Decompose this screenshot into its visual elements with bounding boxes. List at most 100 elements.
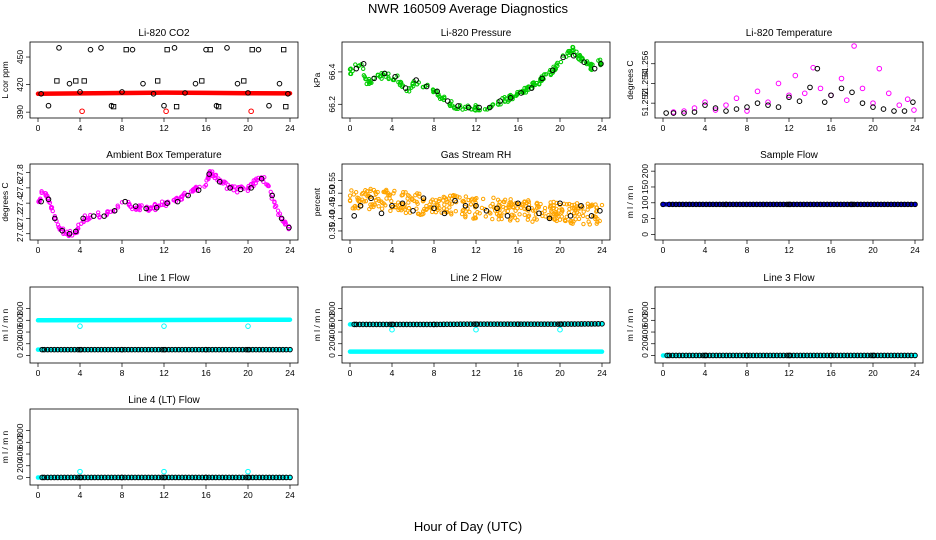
data-point bbox=[541, 321, 548, 327]
series-hourly-avg bbox=[660, 201, 918, 208]
data-point bbox=[796, 98, 803, 104]
data-point bbox=[48, 474, 54, 481]
data-point bbox=[710, 201, 716, 208]
data-point bbox=[770, 201, 777, 208]
data-point bbox=[598, 61, 604, 67]
data-point bbox=[581, 209, 586, 214]
data-point bbox=[462, 202, 469, 209]
data-point bbox=[182, 474, 189, 481]
data-point bbox=[878, 352, 884, 359]
data-point bbox=[363, 192, 368, 197]
data-point bbox=[353, 321, 360, 328]
data-point bbox=[505, 208, 511, 214]
data-point bbox=[98, 474, 105, 481]
x-tick-label: 4 bbox=[703, 123, 708, 133]
y-tick-label: 50 bbox=[640, 214, 650, 224]
data-point bbox=[386, 191, 391, 196]
series-line-flow-high bbox=[35, 317, 293, 323]
data-point bbox=[66, 230, 73, 237]
data-point bbox=[686, 201, 693, 208]
plot-frame bbox=[654, 286, 924, 364]
data-point bbox=[406, 200, 411, 205]
data-point bbox=[192, 474, 199, 481]
data-point bbox=[696, 352, 703, 359]
data-point bbox=[554, 62, 559, 67]
x-tick-label: 12 bbox=[159, 245, 169, 255]
data-point bbox=[804, 201, 810, 208]
data-point bbox=[179, 194, 185, 199]
data-point bbox=[373, 191, 379, 197]
data-point bbox=[353, 189, 359, 195]
y-tick-label: 800 bbox=[640, 301, 650, 315]
data-point bbox=[885, 90, 892, 97]
data-point bbox=[406, 206, 412, 211]
data-point bbox=[528, 321, 534, 327]
x-tick-label: 16 bbox=[513, 368, 523, 378]
y-tick-label: 200 bbox=[640, 336, 650, 350]
x-tick-label: 8 bbox=[745, 123, 750, 133]
y-tick-label: 450 bbox=[15, 50, 25, 64]
data-point bbox=[733, 201, 740, 208]
series-hourly-avg bbox=[351, 321, 605, 328]
data-point bbox=[216, 474, 222, 481]
data-point bbox=[831, 201, 837, 208]
x-tick-label: 4 bbox=[78, 368, 83, 378]
data-point bbox=[404, 88, 409, 94]
data-point bbox=[392, 188, 397, 194]
data-point bbox=[437, 321, 444, 328]
data-point bbox=[834, 201, 841, 208]
data-point bbox=[276, 80, 283, 87]
series-5-min-points bbox=[347, 186, 605, 227]
data-point bbox=[78, 221, 84, 226]
y-tick-label: 200 bbox=[640, 164, 650, 178]
data-point bbox=[468, 202, 474, 207]
data-point bbox=[351, 192, 357, 197]
x-tick-label: 20 bbox=[243, 245, 253, 255]
series-5-min-points bbox=[347, 44, 604, 113]
data-point bbox=[90, 213, 97, 219]
y-tick-label: 600 bbox=[15, 313, 25, 327]
y-tick-label: 400 bbox=[15, 447, 25, 461]
data-point bbox=[666, 352, 673, 359]
data-point bbox=[71, 346, 78, 353]
data-point bbox=[565, 321, 571, 327]
data-point bbox=[702, 102, 708, 108]
data-point bbox=[441, 210, 448, 217]
y-tick-label: 27.4 bbox=[15, 195, 25, 212]
data-point bbox=[368, 195, 374, 202]
data-point bbox=[453, 199, 459, 205]
data-point bbox=[494, 321, 501, 327]
data-point bbox=[530, 219, 535, 224]
data-point bbox=[101, 346, 108, 353]
data-point bbox=[207, 47, 213, 53]
data-point bbox=[402, 85, 409, 91]
data-point bbox=[95, 346, 101, 353]
x-tick-label: 8 bbox=[432, 368, 437, 378]
data-point bbox=[269, 474, 276, 481]
y-tick-label: 400 bbox=[15, 325, 25, 339]
data-point bbox=[570, 221, 575, 226]
data-point bbox=[209, 474, 216, 481]
data-point bbox=[594, 221, 599, 226]
data-point bbox=[549, 209, 554, 214]
panel-title: Li-820 Temperature bbox=[746, 28, 833, 39]
data-point bbox=[546, 215, 553, 222]
data-point bbox=[162, 474, 169, 481]
data-point bbox=[596, 58, 601, 63]
data-point bbox=[39, 189, 44, 194]
data-point bbox=[259, 474, 266, 481]
x-tick-label: 20 bbox=[243, 368, 253, 378]
data-point bbox=[352, 204, 357, 209]
data-point bbox=[797, 201, 804, 208]
data-point bbox=[561, 321, 568, 327]
data-point bbox=[378, 210, 385, 217]
data-point bbox=[763, 352, 770, 359]
data-point bbox=[874, 352, 881, 359]
data-point bbox=[760, 352, 767, 359]
data-point bbox=[787, 352, 794, 359]
data-point bbox=[763, 201, 770, 208]
data-point bbox=[364, 77, 369, 82]
data-point bbox=[747, 352, 753, 359]
data-point bbox=[723, 102, 729, 108]
